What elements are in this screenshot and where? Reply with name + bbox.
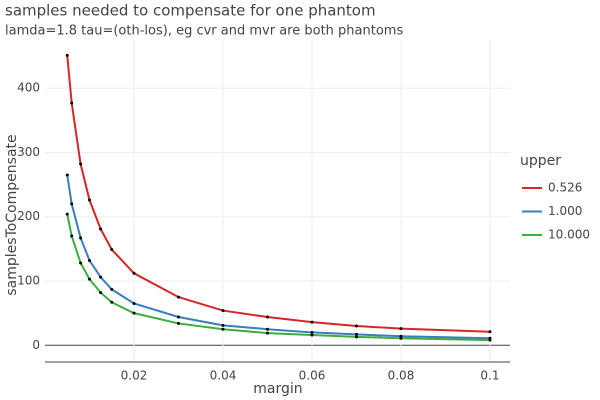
marker — [354, 335, 358, 339]
legend-title: upper — [520, 153, 561, 169]
y-tick-label: 100 — [17, 274, 40, 288]
marker — [310, 320, 314, 324]
marker — [265, 315, 269, 319]
marker — [310, 330, 314, 334]
marker — [87, 277, 91, 281]
x-axis-label: margin — [253, 381, 302, 397]
marker — [65, 53, 69, 57]
legend-label: 0.526 — [548, 181, 582, 195]
chart-title: samples needed to compensate for one pha… — [5, 2, 376, 20]
marker — [132, 302, 136, 306]
marker — [70, 202, 74, 206]
marker — [79, 261, 83, 265]
marker — [354, 324, 358, 328]
marker — [110, 248, 114, 252]
chart-subtitle: lamda=1.8 tau=(oth-los), eg cvr and mvr … — [5, 24, 403, 39]
marker — [265, 327, 269, 331]
marker — [99, 291, 103, 295]
marker — [176, 321, 180, 325]
marker — [70, 234, 74, 238]
x-tick-label: 0.1 — [480, 369, 499, 383]
marker — [99, 275, 103, 279]
marker — [110, 300, 114, 304]
marker — [79, 162, 83, 166]
line — [66, 55, 491, 333]
marker — [87, 258, 91, 262]
y-tick-label: 400 — [17, 81, 40, 95]
marker — [87, 198, 91, 202]
marker — [399, 327, 403, 331]
marker — [176, 315, 180, 319]
y-tick-label: 300 — [17, 145, 40, 159]
marker — [399, 336, 403, 340]
marker — [221, 323, 225, 327]
marker — [221, 327, 225, 331]
marker — [488, 338, 492, 342]
marker — [70, 101, 74, 105]
x-tick-label: 0.04 — [210, 369, 237, 383]
y-tick-label: 0 — [32, 338, 40, 352]
marker — [110, 287, 114, 291]
legend-label: 10.000 — [548, 228, 590, 242]
marker — [354, 332, 358, 336]
x-tick-label: 0.06 — [299, 369, 326, 383]
legend-label: 1.000 — [548, 204, 582, 218]
marker — [310, 333, 314, 337]
line — [66, 174, 490, 340]
marker — [79, 236, 83, 240]
marker — [65, 173, 69, 177]
x-tick-label: 0.02 — [121, 369, 148, 383]
marker — [221, 309, 225, 313]
y-axis-label: samplesToCompensate — [4, 134, 20, 295]
marker — [132, 271, 136, 275]
marker — [265, 331, 269, 335]
y-tick-label: 200 — [17, 209, 40, 223]
marker — [99, 227, 103, 231]
marker — [488, 330, 492, 334]
marker — [65, 212, 69, 216]
x-tick-label: 0.08 — [388, 369, 415, 383]
marker — [176, 295, 180, 299]
marker — [132, 311, 136, 315]
line — [66, 213, 490, 342]
